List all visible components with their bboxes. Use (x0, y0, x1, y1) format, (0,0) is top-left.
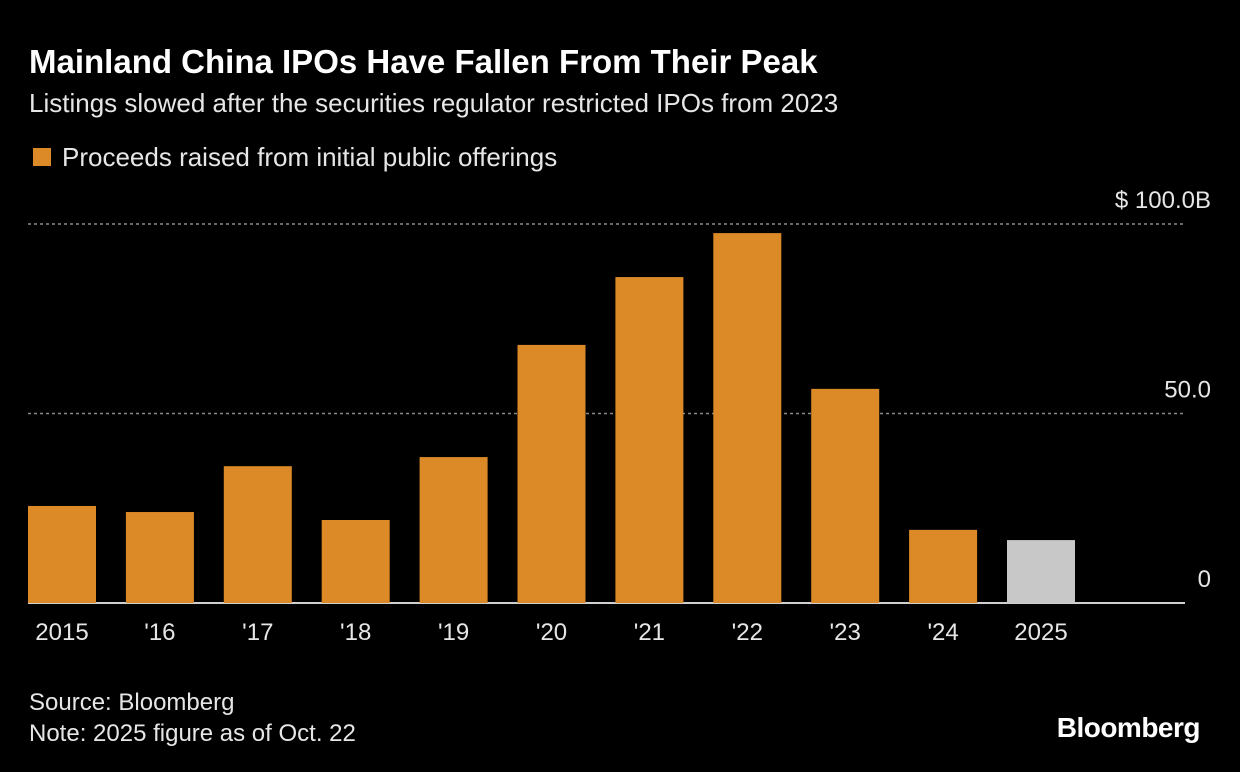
bar (223, 466, 292, 603)
brand-logo: Bloomberg (1057, 712, 1200, 743)
chart-title: Mainland China IPOs Have Fallen From The… (29, 43, 818, 80)
x-tick-label: '17 (242, 619, 273, 646)
x-tick-label: '23 (830, 619, 861, 646)
x-tick-label: '18 (340, 619, 371, 646)
bar (28, 505, 96, 603)
x-tick-label: 2025 (1014, 619, 1067, 646)
x-tick-label: '20 (536, 619, 567, 646)
x-tick-label: '22 (732, 619, 763, 646)
bar (713, 233, 782, 603)
y-tick-label: 0 (1198, 566, 1211, 593)
x-tick-label: '16 (144, 619, 175, 646)
source: Source: Bloomberg (29, 689, 234, 716)
bar (615, 277, 684, 603)
bar (419, 457, 488, 603)
y-tick-label: $ 100.0B (1115, 187, 1211, 214)
legend-swatch (33, 148, 51, 166)
y-tick-label: 50.0 (1164, 377, 1211, 404)
bar (811, 388, 880, 603)
bar (1007, 540, 1075, 603)
legend-label: Proceeds raised from initial public offe… (62, 142, 557, 172)
chart-subtitle: Listings slowed after the securities reg… (29, 88, 838, 118)
bar (125, 512, 194, 603)
x-tick-label: '24 (927, 619, 958, 646)
bar (517, 344, 586, 603)
x-tick-label: 2015 (35, 619, 88, 646)
x-tick-label: '21 (634, 619, 665, 646)
bar (909, 529, 978, 603)
bar (321, 519, 390, 603)
note: Note: 2025 figure as of Oct. 22 (29, 720, 356, 747)
x-tick-label: '19 (438, 619, 469, 646)
